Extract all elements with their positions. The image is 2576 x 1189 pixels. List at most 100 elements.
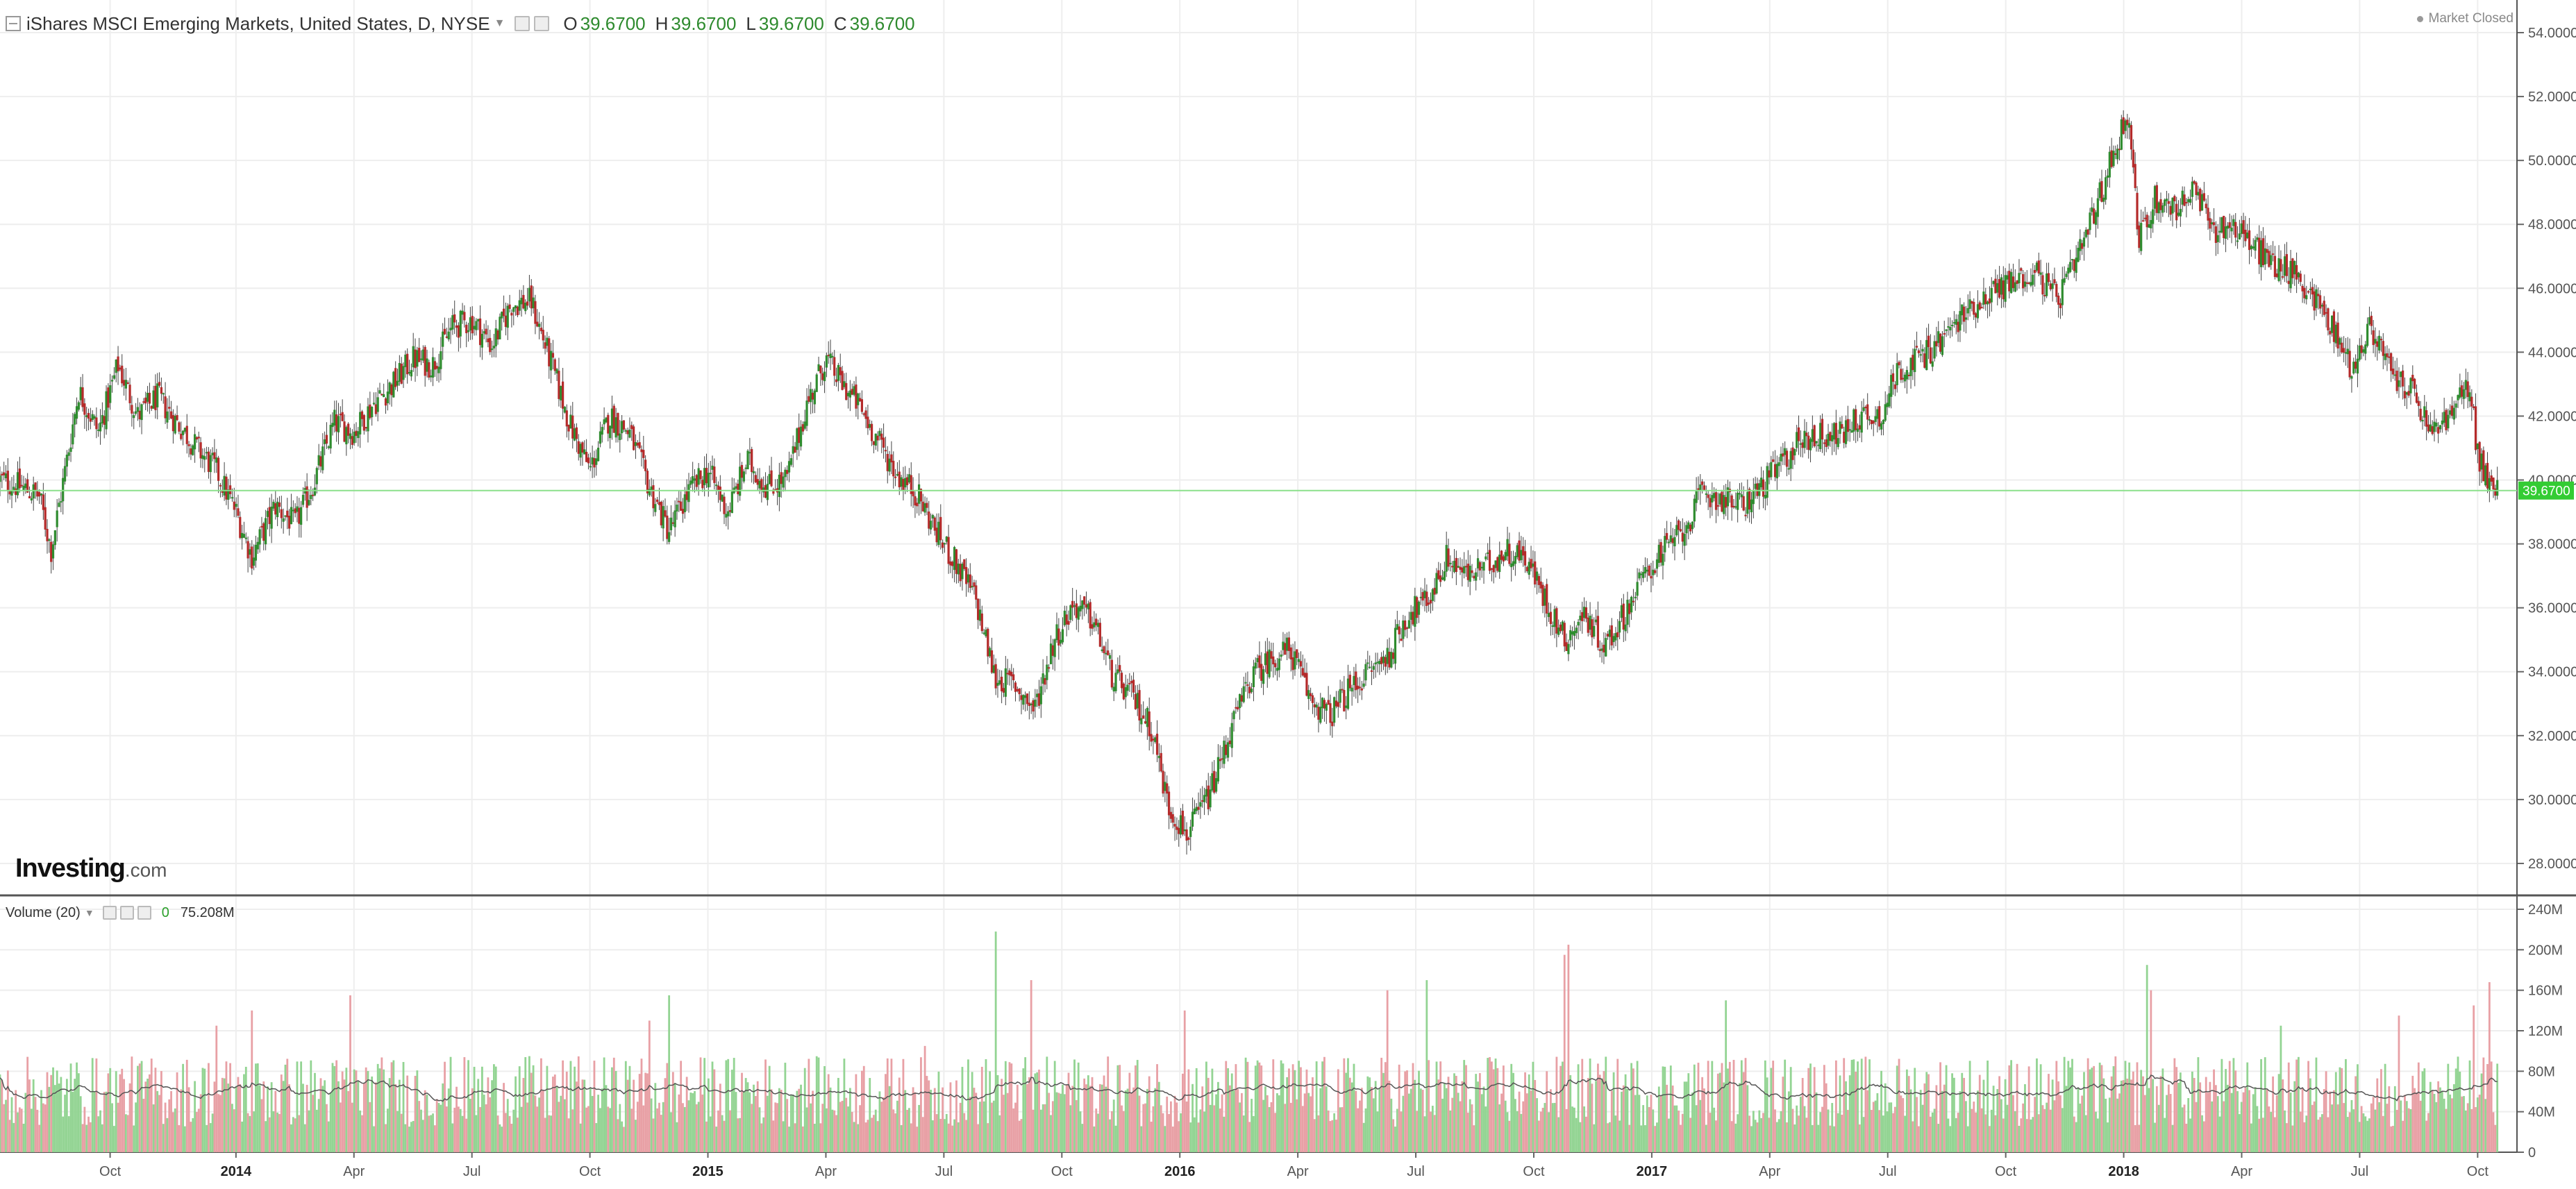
last-price-tag-label: 39.6700 — [2523, 484, 2570, 499]
volume-bar — [1996, 1089, 1999, 1152]
candle-body — [97, 429, 100, 431]
volume-bar — [2205, 1077, 2207, 1152]
candle-body — [2212, 222, 2216, 226]
candle-body — [858, 398, 862, 402]
chevron-down-icon[interactable]: ▼ — [494, 17, 505, 29]
volume-bar — [591, 1095, 594, 1152]
volume-bar — [160, 1071, 162, 1152]
volume-bar — [418, 1101, 421, 1152]
candle-body — [1841, 424, 1843, 429]
volume-bar — [1109, 1119, 1111, 1152]
candle-body — [469, 317, 471, 331]
volume-title[interactable]: Volume (20) — [6, 904, 81, 920]
volume-bar — [1310, 1096, 1312, 1152]
volume-bar — [1010, 1063, 1013, 1152]
volume-average-value: 75.208M — [180, 904, 235, 920]
instrument-title[interactable]: iShares MSCI Emerging Markets, United St… — [26, 12, 490, 34]
candle-body — [569, 414, 572, 429]
properties-icon[interactable] — [119, 906, 134, 920]
candle-body — [2305, 295, 2308, 300]
candle-body — [268, 507, 271, 525]
volume-bar — [1003, 1095, 1005, 1152]
volume-bar — [638, 1074, 641, 1152]
candle-body — [1726, 487, 1730, 507]
volume-bar — [1825, 1083, 1828, 1152]
candle-body — [813, 390, 816, 405]
volume-bar — [420, 1109, 422, 1152]
collapse-icon[interactable] — [6, 16, 21, 31]
candle-body — [721, 494, 724, 502]
candle-body — [262, 523, 265, 541]
volume-bar — [2143, 1095, 2146, 1152]
chevron-down-icon[interactable]: ▼ — [84, 907, 94, 918]
candle-body — [978, 609, 982, 621]
volume-bar — [518, 1066, 521, 1152]
candle-body — [1915, 346, 1918, 348]
volume-bar — [571, 1109, 574, 1152]
candle-body — [1327, 700, 1330, 705]
candle-body — [1888, 393, 1891, 407]
candle-body — [1407, 620, 1410, 629]
candle-body — [2200, 194, 2204, 211]
candle-body — [2130, 125, 2133, 150]
close-icon[interactable] — [137, 906, 151, 920]
volume-bar — [536, 1106, 539, 1152]
volume-bar — [574, 1066, 576, 1152]
volume-bar — [1006, 1093, 1009, 1152]
candle-body — [591, 457, 594, 465]
candle-body — [1176, 826, 1178, 830]
volume-bar — [2352, 1109, 2355, 1152]
volume-bar — [671, 1072, 674, 1152]
candle-body — [1329, 703, 1332, 723]
candle-body — [2157, 202, 2160, 214]
candle-body — [327, 446, 330, 448]
volume-bar — [158, 1095, 160, 1152]
candle-body — [2106, 175, 2109, 178]
candle-body — [1998, 279, 2001, 298]
volume-bar — [2146, 965, 2148, 1152]
candle-body — [2046, 273, 2048, 296]
candle-body — [1480, 566, 1483, 568]
volume-bar — [310, 1060, 312, 1152]
volume-bar — [1371, 1087, 1373, 1152]
candle-body — [1185, 829, 1188, 841]
candle-body — [1018, 689, 1021, 695]
settings-icon[interactable] — [515, 16, 530, 31]
candle-body — [1839, 421, 1841, 435]
volume-bar — [1203, 1111, 1205, 1152]
volume-bar — [376, 1063, 379, 1152]
candle-body — [506, 305, 509, 328]
volume-bar — [1500, 1093, 1503, 1152]
candle-body — [203, 456, 206, 460]
candle-body — [2376, 341, 2379, 347]
settings-icon[interactable] — [102, 906, 117, 920]
volume-bar — [339, 1102, 342, 1152]
candle-body — [2266, 248, 2268, 253]
candle-body — [1374, 662, 1377, 665]
candle-body — [292, 509, 294, 512]
candle-body — [360, 411, 364, 419]
volume-bar — [2358, 1122, 2361, 1152]
candle-body — [1032, 700, 1035, 712]
candle-body — [1453, 560, 1456, 573]
candle-body — [1817, 444, 1820, 446]
volume-bar — [1798, 1115, 1800, 1152]
candle-body — [2459, 387, 2461, 398]
candle-body — [1784, 448, 1787, 455]
candle-body — [2218, 230, 2221, 233]
volume-bar — [1321, 1061, 1324, 1152]
properties-icon[interactable] — [534, 16, 550, 31]
candle-body — [1787, 468, 1790, 470]
candle-body — [335, 414, 338, 432]
volume-bar — [2173, 1058, 2176, 1152]
logo-main: Investing — [15, 854, 126, 883]
volume-bar — [662, 1102, 664, 1152]
volume-bar — [719, 1083, 721, 1152]
candle-body — [2187, 199, 2190, 203]
candle-body — [1791, 447, 1794, 460]
volume-bar — [697, 1102, 700, 1152]
volume-bar — [2006, 1104, 2009, 1152]
candle-body — [1890, 375, 1893, 397]
volume-bar — [246, 1113, 249, 1152]
candle-body — [1697, 488, 1700, 491]
